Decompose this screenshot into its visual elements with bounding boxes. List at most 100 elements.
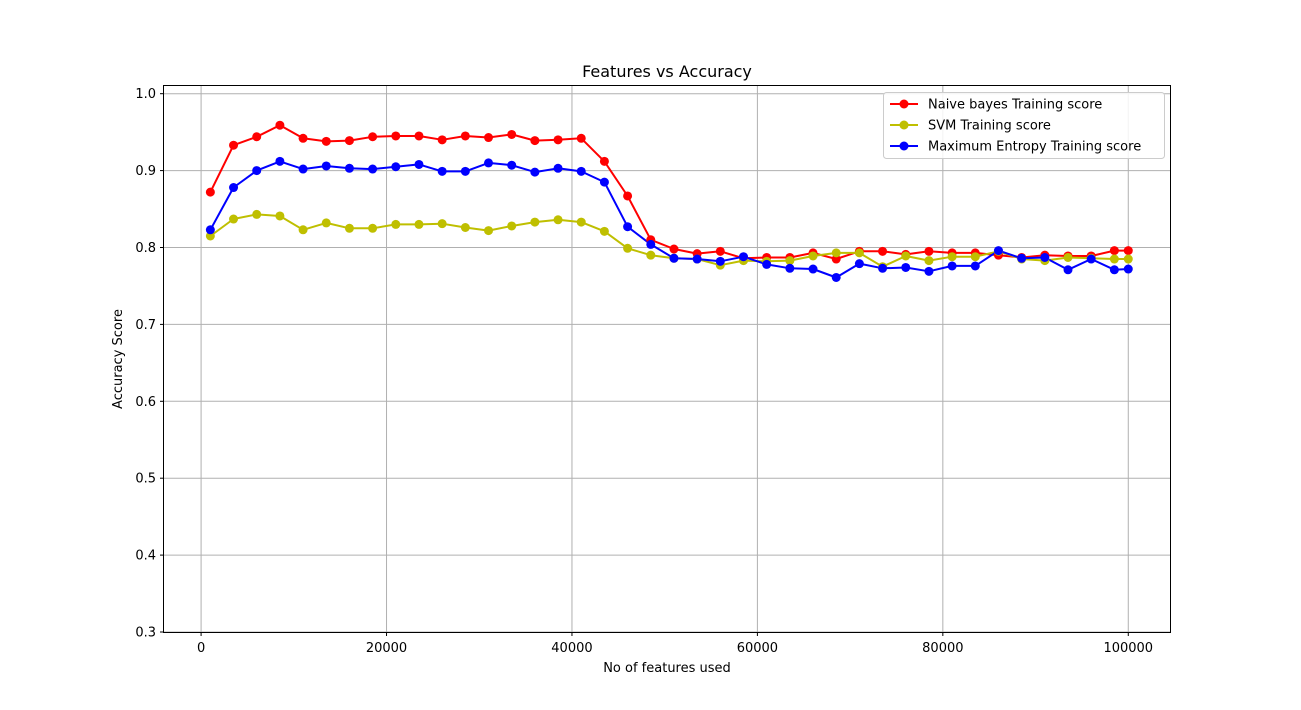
data-point-0 xyxy=(831,254,841,264)
data-point-2 xyxy=(993,246,1003,256)
data-point-2 xyxy=(669,253,679,263)
data-point-2 xyxy=(391,162,401,172)
data-point-0 xyxy=(507,129,517,139)
data-point-0 xyxy=(669,244,679,254)
data-point-2 xyxy=(738,252,748,262)
data-point-0 xyxy=(599,156,609,166)
data-point-1 xyxy=(252,209,262,219)
y-tick-label: 0.4 xyxy=(135,549,156,564)
y-tick-label: 0.6 xyxy=(135,395,156,410)
data-point-1 xyxy=(646,250,656,260)
data-point-1 xyxy=(368,223,378,233)
data-point-0 xyxy=(437,135,447,145)
data-point-2 xyxy=(1063,265,1073,275)
data-point-2 xyxy=(484,158,494,168)
y-tick-label: 0.8 xyxy=(135,241,156,256)
data-point-2 xyxy=(692,254,702,264)
data-point-2 xyxy=(715,256,725,266)
data-point-2 xyxy=(947,261,957,271)
data-point-1 xyxy=(553,215,563,225)
data-point-0 xyxy=(1123,246,1133,256)
data-point-1 xyxy=(1123,254,1133,264)
x-tick-label: 100000 xyxy=(1103,641,1153,656)
series-markers xyxy=(205,120,1133,282)
x-tick-label: 40000 xyxy=(551,641,592,656)
data-point-1 xyxy=(808,251,818,261)
data-point-1 xyxy=(901,251,911,261)
data-point-2 xyxy=(321,161,331,171)
data-point-2 xyxy=(275,156,285,166)
data-point-0 xyxy=(460,131,470,141)
data-point-1 xyxy=(623,243,633,253)
data-point-2 xyxy=(1017,253,1027,263)
plot-area-frame xyxy=(163,85,1171,633)
data-point-2 xyxy=(205,225,215,235)
legend-marker-0 xyxy=(899,99,909,109)
y-tick-label: 1.0 xyxy=(135,87,156,102)
data-point-1 xyxy=(391,219,401,229)
data-point-2 xyxy=(646,239,656,249)
data-point-2 xyxy=(553,163,563,173)
data-point-0 xyxy=(1109,246,1119,256)
data-point-1 xyxy=(924,256,934,266)
data-point-0 xyxy=(484,133,494,143)
data-point-0 xyxy=(275,120,285,130)
data-point-1 xyxy=(530,217,540,227)
data-point-0 xyxy=(298,133,308,143)
data-point-2 xyxy=(854,259,864,269)
data-point-2 xyxy=(1040,252,1050,262)
x-tick-label: 60000 xyxy=(737,641,778,656)
data-point-0 xyxy=(623,191,633,201)
data-point-2 xyxy=(1109,265,1119,275)
data-point-1 xyxy=(970,252,980,262)
y-axis-ticks: 0.3 0.4 0.5 0.6 0.7 0.8 0.9 1.0 xyxy=(135,87,164,641)
data-point-2 xyxy=(970,261,980,271)
data-point-2 xyxy=(1123,264,1133,274)
chart-title: Features vs Accuracy xyxy=(582,62,752,81)
data-point-2 xyxy=(437,166,447,176)
data-point-0 xyxy=(924,246,934,256)
data-point-1 xyxy=(785,256,795,266)
data-point-0 xyxy=(878,246,888,256)
data-point-2 xyxy=(460,166,470,176)
data-point-2 xyxy=(1086,254,1096,264)
data-point-1 xyxy=(229,214,239,224)
data-point-2 xyxy=(507,160,517,170)
data-point-1 xyxy=(507,221,517,231)
legend-marker-1 xyxy=(899,120,909,130)
data-point-2 xyxy=(252,166,262,176)
data-point-0 xyxy=(414,131,424,141)
data-point-2 xyxy=(762,259,772,269)
data-point-0 xyxy=(530,136,540,146)
data-point-0 xyxy=(205,187,215,197)
data-point-0 xyxy=(321,136,331,146)
data-point-2 xyxy=(878,263,888,273)
data-point-0 xyxy=(553,135,563,145)
x-tick-label: 20000 xyxy=(366,641,407,656)
data-point-1 xyxy=(414,219,424,229)
data-point-0 xyxy=(344,136,354,146)
y-tick-label: 0.9 xyxy=(135,164,156,179)
data-point-1 xyxy=(854,248,864,258)
data-point-1 xyxy=(831,248,841,258)
legend-label-2: Maximum Entropy Training score xyxy=(928,140,1141,155)
x-axis-label: No of features used xyxy=(603,661,731,676)
gridlines xyxy=(164,86,1170,633)
data-point-2 xyxy=(298,164,308,174)
x-tick-label: 0 xyxy=(197,641,205,656)
data-point-1 xyxy=(344,223,354,233)
data-point-2 xyxy=(924,266,934,276)
data-point-2 xyxy=(901,262,911,272)
data-point-1 xyxy=(460,222,470,232)
legend-marker-2 xyxy=(899,141,909,151)
legend: Naive bayes Training score SVM Training s… xyxy=(883,92,1165,159)
legend-box xyxy=(883,92,1165,159)
legend-label-0: Naive bayes Training score xyxy=(928,98,1102,113)
data-point-1 xyxy=(298,225,308,235)
data-point-2 xyxy=(530,167,540,177)
data-point-0 xyxy=(229,140,239,150)
data-point-1 xyxy=(947,252,957,262)
y-tick-label: 0.5 xyxy=(135,472,156,487)
data-point-1 xyxy=(1063,252,1073,262)
